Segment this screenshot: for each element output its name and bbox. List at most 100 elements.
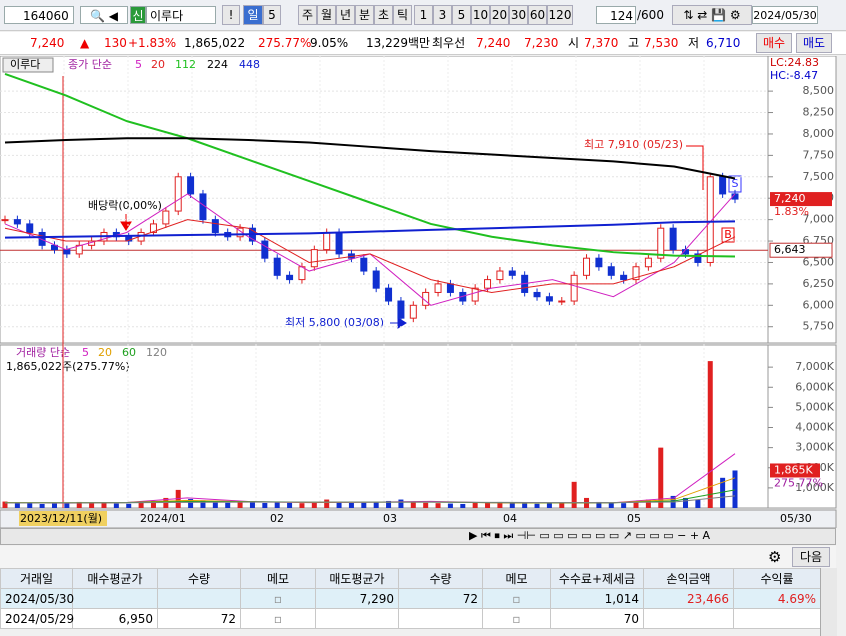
volume-bar: [596, 501, 602, 508]
volume-bar: [64, 502, 70, 508]
buy-button[interactable]: 매수: [756, 33, 792, 53]
header-cell: 수량: [398, 568, 483, 589]
volume-bar: [386, 500, 392, 508]
y-tick-label: 3,000K: [795, 441, 834, 454]
up-arrow: ▲: [80, 36, 90, 50]
low-label: 저: [688, 36, 700, 50]
candle: [149, 223, 157, 233]
next-button[interactable]: 다음: [792, 547, 830, 567]
candle: [484, 279, 492, 289]
unit-button[interactable]: 주: [298, 5, 317, 25]
candle: [385, 287, 393, 302]
unit-button[interactable]: 분: [355, 5, 374, 25]
sell-button[interactable]: 매도: [796, 33, 832, 53]
count[interactable]: 124: [596, 6, 636, 24]
scrollbar[interactable]: ▶ ⏮ ⏹ ⏭ ⊣⊢ ▭ ▭ ▭ ▭ ▭ ▭ ↗ ▭ ▭ ▭ − + A: [0, 528, 836, 545]
candle: [471, 287, 479, 302]
unit-button[interactable]: 틱: [393, 5, 412, 25]
buy-signal: B: [724, 228, 732, 241]
candle: [397, 300, 405, 319]
vol-legend-item: 5: [82, 346, 89, 359]
candle: [644, 257, 652, 268]
alert-button[interactable]: !: [222, 5, 240, 25]
candle: [1, 219, 9, 222]
candle: [360, 257, 368, 272]
volume-bar: [423, 502, 429, 508]
volume-bar: [188, 498, 194, 508]
unit-button[interactable]: 초: [374, 5, 393, 25]
candle: [13, 219, 21, 225]
settings-icon[interactable]: ⚙: [768, 548, 782, 566]
unit-button[interactable]: 년: [336, 5, 355, 25]
y-tick-label: 8,000: [803, 127, 835, 140]
volume-bar: [76, 501, 82, 508]
turnover: 9.05%: [310, 36, 349, 50]
dividend-note: 배당락(0,00%): [88, 199, 162, 212]
count-max: /600: [637, 8, 664, 22]
candle: [310, 249, 318, 268]
stock-name[interactable]: 이루다: [146, 6, 216, 24]
period-n[interactable]: 5: [263, 5, 281, 25]
minute-button[interactable]: 120: [547, 5, 573, 25]
row[interactable]: 2024/05/30 ▫ 7,290 72 ▫ 1,014 23,466 4.69%: [0, 588, 821, 609]
y-tick-label: 4,000K: [795, 421, 834, 434]
volume-bar: [113, 503, 119, 508]
candle: [545, 296, 553, 302]
tool-buttons[interactable]: 🔍 ◀: [80, 6, 128, 24]
minute-button[interactable]: 20: [490, 5, 509, 25]
volume-bar: [237, 501, 243, 508]
candle: [372, 270, 380, 289]
chart-name: 이루다: [10, 58, 40, 71]
row[interactable]: 2024/05/29 6,950 72 ▫ ▫ 70: [0, 608, 821, 629]
cell: 23,466: [643, 588, 734, 609]
y-tick-label: 7,000: [803, 213, 835, 226]
header-cell: 수량: [157, 568, 241, 589]
scroll-controls[interactable]: ▶ ⏮ ⏹ ⏭ ⊣⊢ ▭ ▭ ▭ ▭ ▭ ▭ ↗ ▭ ▭ ▭ − + A: [469, 529, 711, 542]
candle: [694, 253, 702, 263]
code-input[interactable]: 164060: [4, 6, 74, 24]
y-tick-label: 6,000: [803, 298, 835, 311]
candle: [261, 240, 269, 259]
minute-button[interactable]: 60: [528, 5, 547, 25]
candle: [446, 283, 454, 293]
minute-button[interactable]: 5: [452, 5, 471, 25]
volume-bar: [361, 502, 367, 508]
y-tick-label: 5,000K: [795, 400, 834, 413]
bid: 7,230: [524, 36, 559, 50]
volume-bar: [138, 501, 144, 508]
minute-button[interactable]: 1: [414, 5, 433, 25]
candle: [174, 176, 182, 212]
date-axis: [0, 509, 837, 528]
start-date: 2023/12/11(월): [20, 512, 102, 525]
minute-button[interactable]: 10: [471, 5, 490, 25]
volume-bar: [287, 502, 293, 508]
volume-bar: [472, 502, 478, 508]
candle: [162, 210, 170, 225]
y-tick-label: 5,750: [803, 320, 835, 333]
volume-bar: [732, 470, 738, 508]
vol-last-box: [770, 463, 820, 478]
cell: [157, 588, 241, 609]
volume-bar: [200, 500, 206, 508]
period-button[interactable]: 일: [243, 5, 263, 25]
high-arrow: [686, 145, 704, 190]
volume-bar: [633, 501, 639, 508]
icon-buttons[interactable]: ⇅ ⇄ 💾 ⚙: [672, 5, 752, 25]
volume-bar: [150, 500, 156, 508]
candle: [657, 227, 665, 259]
unit-button[interactable]: 월: [317, 5, 336, 25]
date-input[interactable]: 2024/05/30: [752, 6, 818, 24]
volume: 1,865,022: [184, 36, 246, 50]
cell: 1,014: [550, 588, 644, 609]
candle: [570, 274, 578, 302]
volume-bar: [373, 501, 379, 508]
table-scrollbar[interactable]: [820, 568, 837, 636]
header-cell: 매수평균가: [72, 568, 158, 589]
minute-button[interactable]: 30: [509, 5, 528, 25]
ma-legend-item: 20: [151, 58, 165, 71]
ask: 7,240: [476, 36, 511, 50]
minute-button[interactable]: 3: [433, 5, 452, 25]
header-cell: 수익률: [733, 568, 821, 589]
y-tick-label: 6,500: [803, 255, 835, 268]
